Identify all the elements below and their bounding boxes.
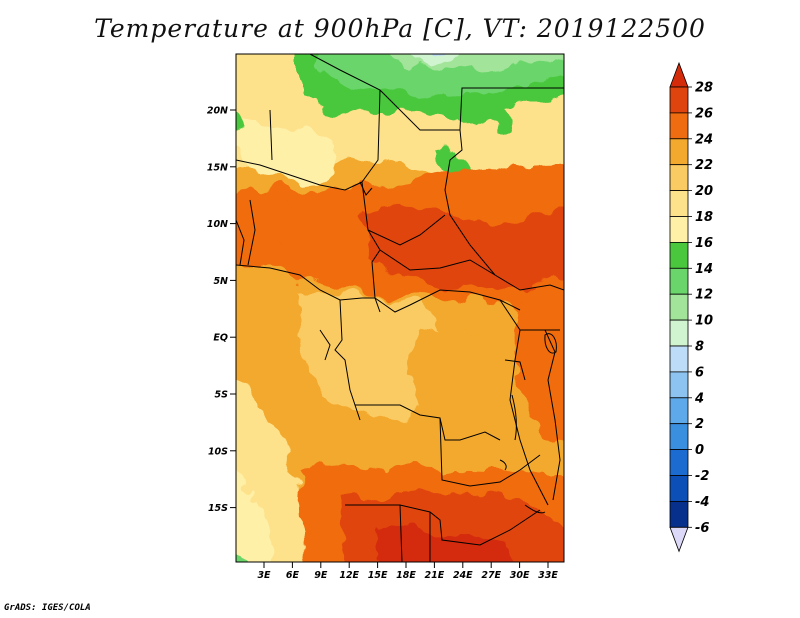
colorbar-label: -2: [695, 469, 709, 484]
lat-label: EQ: [213, 333, 228, 344]
colorbar-swatch: [669, 241, 689, 269]
colorbar-swatch: [669, 190, 689, 217]
lat-label: 15N: [207, 162, 228, 173]
colorbar-top-arrow: [669, 61, 689, 88]
temperature-field: [236, 54, 564, 562]
colorbar-swatch: [669, 86, 689, 114]
colorbar-label: 0: [695, 443, 704, 458]
colorbar-swatch: [669, 449, 689, 476]
colorbar-label: 8: [695, 340, 704, 355]
colorbar-swatch: [669, 345, 689, 373]
lakes: [499, 333, 557, 514]
lon-label: 24E: [453, 570, 473, 581]
lon-label: 12E: [339, 570, 359, 581]
colorbar-label: 26: [695, 106, 713, 121]
colorbar-label: -4: [695, 495, 709, 510]
colorbar-label: -6: [695, 521, 709, 536]
lon-label: 6E: [286, 570, 300, 581]
colorbar-swatch: [669, 397, 689, 425]
colorbar-label: 12: [695, 288, 713, 303]
colorbar-swatch: [669, 138, 689, 166]
lon-label: 30E: [510, 570, 530, 581]
lat-label: 20N: [207, 106, 228, 117]
map-frame: [235, 53, 565, 563]
chart-title: Temperature at 900hPa [C], VT: 201912250…: [94, 14, 706, 43]
lon-label: 33E: [538, 570, 558, 581]
lat-label: 5N: [213, 276, 228, 287]
colorbar-swatch: [669, 112, 689, 140]
colorbar-label: 20: [695, 184, 713, 199]
lon-label: 21E: [425, 570, 445, 581]
lat-label: 10N: [207, 219, 228, 230]
latitude-axis: 20N 15N 10N 5N EQ 5S 10S 15S: [207, 106, 236, 514]
lon-label: 27E: [481, 570, 501, 581]
colorbar-swatch: [669, 371, 689, 399]
colorbar-label: 28: [695, 81, 713, 96]
colorbar-swatch: [669, 164, 689, 191]
longitude-axis: 3E 6E 9E 12E 15E 18E 21E 24E 27E 30E 33E: [257, 562, 558, 581]
country-borders: [236, 54, 564, 562]
colorbar-swatch: [669, 216, 689, 243]
colorbar-swatch: [669, 319, 689, 347]
colorbar-label: 6: [695, 365, 704, 380]
lon-label: 15E: [368, 570, 388, 581]
colorbar-swatch: [669, 293, 689, 321]
colorbar-label: 18: [695, 210, 713, 225]
lon-label: 18E: [396, 570, 416, 581]
colorbar-label: 10: [695, 314, 713, 329]
colorbar-label: 2: [695, 417, 704, 432]
colorbar-bottom-arrow: [669, 526, 689, 553]
lat-label: 15S: [208, 503, 228, 514]
lon-label: 3E: [257, 570, 271, 581]
colorbar-label: 22: [695, 158, 713, 173]
colorbar-label: 24: [695, 132, 713, 147]
lat-label: 10S: [208, 446, 228, 457]
lon-label: 9E: [314, 570, 328, 581]
lat-label: 5S: [215, 390, 229, 401]
colorbar-label: 16: [695, 236, 713, 251]
colorbar-swatch: [669, 267, 689, 295]
colorbar-label: 14: [695, 262, 713, 277]
colorbar-swatch: [669, 423, 689, 451]
grads-credit: GrADS: IGES/COLA: [4, 603, 91, 613]
colorbar-label: 4: [694, 391, 704, 406]
colorbar-swatch: [669, 475, 689, 502]
colorbar-swatch: [669, 500, 689, 528]
